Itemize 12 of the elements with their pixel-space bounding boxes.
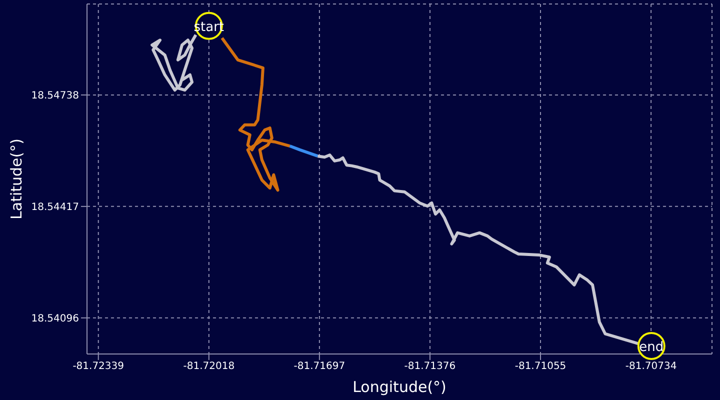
x-tick-label: -81.71697 xyxy=(294,361,346,372)
x-tick-label: -81.72339 xyxy=(72,361,124,372)
y-tick-label: 18.54417 xyxy=(31,202,79,213)
x-tick-label: -81.71376 xyxy=(404,361,456,372)
y-axis-title: Latitude(°) xyxy=(7,138,26,220)
x-tick-label: -81.71055 xyxy=(514,361,566,372)
annotation: end xyxy=(639,340,664,356)
y-tick-label: 18.54738 xyxy=(31,90,79,102)
x-tick-label: -81.70734 xyxy=(625,361,677,372)
x-tick-label: -81.72018 xyxy=(183,361,235,372)
y-tick-label: 18.54096 xyxy=(31,313,79,324)
x-axis-title: Longitude(°) xyxy=(352,378,446,396)
